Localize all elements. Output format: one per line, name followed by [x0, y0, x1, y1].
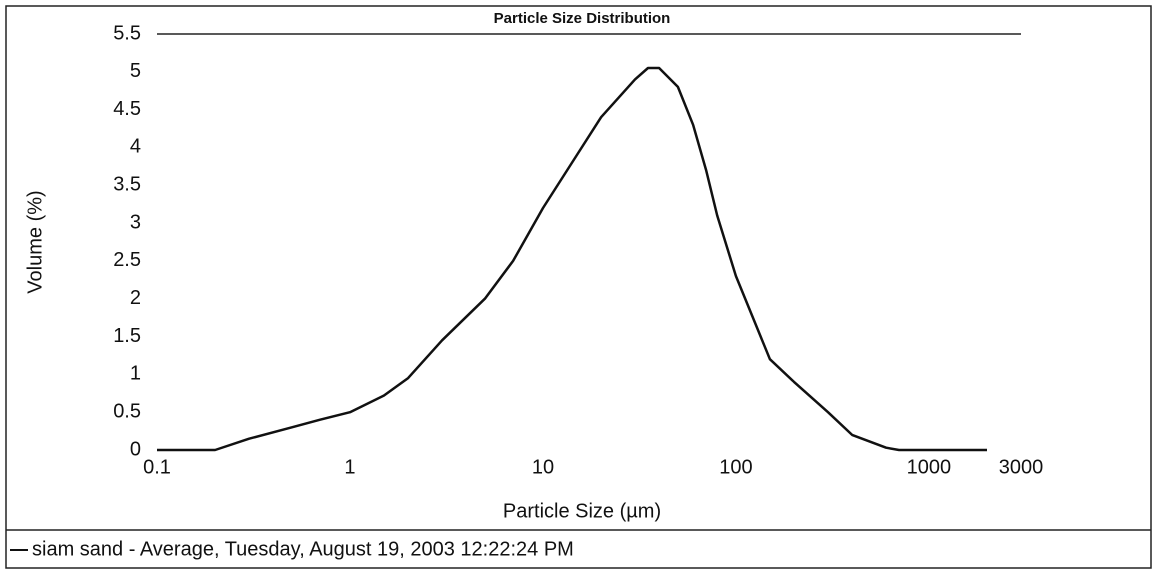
y-tick-label: 1.5 [113, 325, 141, 347]
y-tick-label: 3.5 [113, 174, 141, 196]
x-tick-label: 0.1 [143, 456, 171, 478]
data-line [157, 66, 987, 452]
x-tick-label: 100 [719, 456, 752, 478]
x-axis-label: Particle Size (µm) [503, 500, 661, 522]
x-tick-label: 1000 [907, 456, 952, 478]
x-tick-label: 10 [532, 456, 554, 478]
x-tick-label: 1 [344, 456, 355, 478]
y-tick-label: 5.5 [113, 22, 141, 44]
y-tick-label: 0 [130, 438, 141, 460]
y-tick-label: 0.5 [113, 400, 141, 422]
y-tick-label: 4 [130, 136, 141, 158]
y-tick-label: 4.5 [113, 98, 141, 120]
y-tick-label: 3 [130, 211, 141, 233]
y-axis-label: Volume (%) [24, 190, 46, 293]
chart-title: Particle Size Distribution [494, 10, 671, 27]
y-tick-label: 5 [130, 60, 141, 82]
chart-frame [5, 5, 1152, 569]
x-tick-label: 3000 [999, 456, 1044, 478]
y-tick-label: 2.5 [113, 249, 141, 271]
legend-entry: siam sand - Average, Tuesday, August 19,… [32, 538, 574, 560]
y-tick-label: 1 [130, 363, 141, 385]
y-tick-label: 2 [130, 287, 141, 309]
